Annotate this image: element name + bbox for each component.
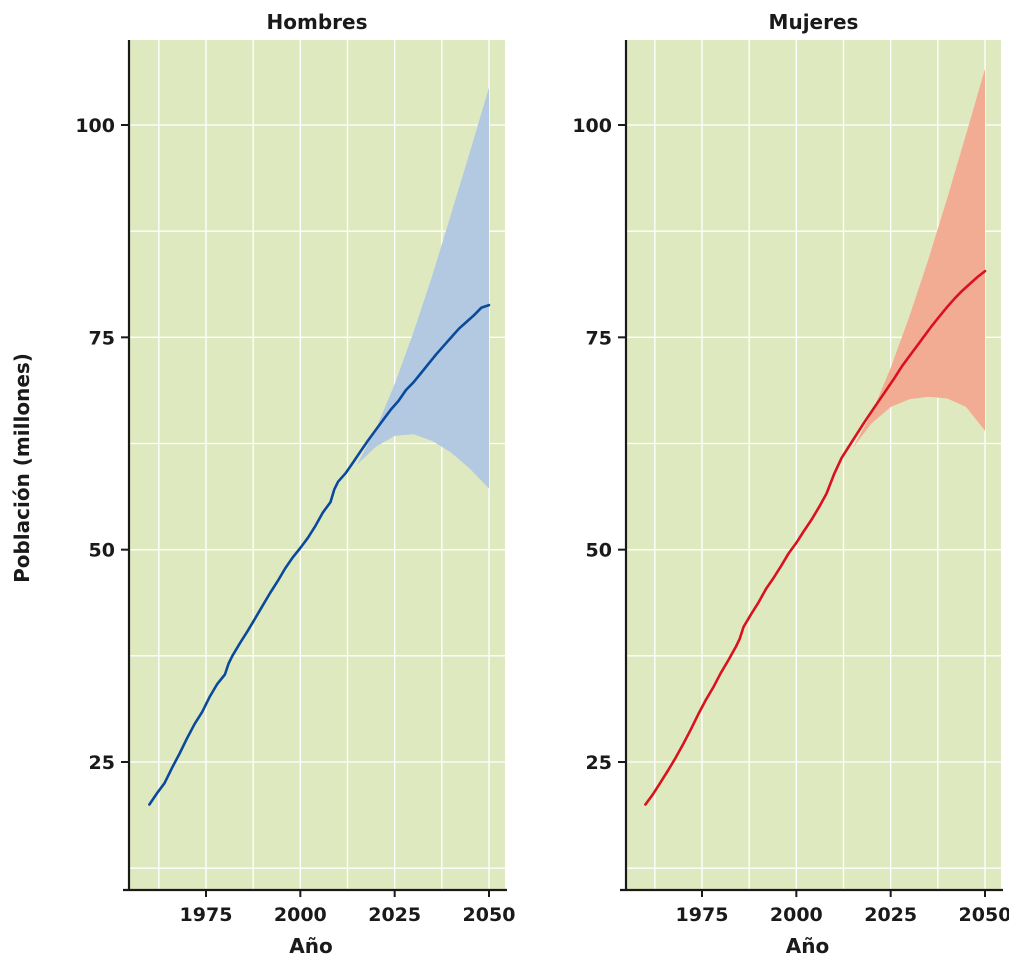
chart-panel-hombres: 25 50 75 100 1975 2000 2025 2050 Hombres Año xyxy=(75,10,515,958)
mujeres-title: Mujeres xyxy=(769,10,859,34)
mujeres-x-axis-label: Año xyxy=(786,934,829,958)
hombres-y-tick-label: 50 xyxy=(89,540,115,562)
hombres-x-tick-label: 1975 xyxy=(180,904,233,926)
mujeres-x-tick-label: 1975 xyxy=(676,904,729,926)
hombres-x-tick-label: 2050 xyxy=(463,904,516,926)
mujeres-y-tick-label: 100 xyxy=(572,115,612,137)
mujeres-x-tick-label: 2050 xyxy=(959,904,1009,926)
hombres-x-tick-label: 2000 xyxy=(274,904,327,926)
hombres-y-tick-label: 25 xyxy=(89,752,115,774)
hombres-projection-band xyxy=(356,87,489,489)
mujeres-y-tick-label: 25 xyxy=(586,752,612,774)
y-axis-label: Población (millones) xyxy=(10,353,34,583)
hombres-title: Hombres xyxy=(267,10,368,34)
hombres-y-tick-label: 100 xyxy=(75,115,115,137)
hombres-x-tick-label: 2025 xyxy=(368,904,421,926)
hombres-series-line xyxy=(148,303,491,806)
mujeres-series-line xyxy=(644,269,987,806)
mujeres-plot-area xyxy=(626,40,1001,890)
mujeres-y-tick-label: 75 xyxy=(586,327,612,349)
mujeres-x-tick-label: 2000 xyxy=(770,904,823,926)
hombres-x-axis-label: Año xyxy=(289,934,332,958)
mujeres-x-tick-label: 2025 xyxy=(864,904,917,926)
chart-panel-mujeres: 25 50 75 100 1975 2000 2025 2050 Mujeres Año xyxy=(572,10,1009,958)
mujeres-projection-band xyxy=(852,68,985,448)
hombres-y-tick-label: 75 xyxy=(89,327,115,349)
mujeres-y-tick-label: 50 xyxy=(586,540,612,562)
